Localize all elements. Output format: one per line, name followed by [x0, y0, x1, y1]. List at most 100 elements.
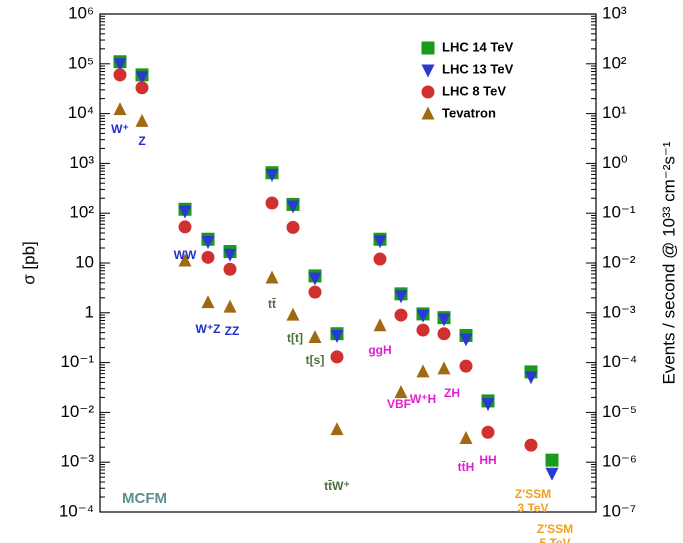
marker [223, 248, 237, 262]
marker [223, 262, 237, 276]
y-tick-label: 10⁻¹ [60, 352, 94, 371]
category-label: Z′SSM 3 TeV [515, 487, 551, 515]
y2-tick-label: 10¹ [602, 103, 627, 122]
category-label: W⁺ [111, 122, 129, 136]
marker [135, 71, 149, 85]
marker [437, 327, 451, 341]
y-tick-label: 1 [85, 302, 94, 321]
marker [308, 285, 322, 299]
category-label: tt̄W⁺ [324, 479, 350, 493]
marker [113, 102, 127, 116]
category-label: tt̄ [268, 297, 276, 311]
marker [178, 253, 192, 267]
category-label: ZZ [225, 324, 240, 338]
y-tick-label: 10⁻² [60, 402, 94, 421]
legend-label: LHC 8 TeV [442, 83, 506, 98]
marker [394, 385, 408, 399]
y2-tick-label: 10² [602, 53, 627, 72]
marker [330, 350, 344, 364]
category-label: VBF [387, 397, 411, 411]
category-label: WW [174, 248, 197, 262]
marker [459, 333, 473, 347]
annotation: MCFM [122, 490, 167, 507]
marker [394, 308, 408, 322]
marker [286, 307, 300, 321]
y-tick-label: 10⁶ [68, 3, 94, 22]
marker [421, 106, 435, 120]
legend-label: LHC 14 TeV [442, 39, 514, 54]
marker [524, 438, 538, 452]
y2-tick-label: 10⁻¹ [602, 203, 636, 222]
marker [421, 64, 435, 78]
marker [416, 309, 430, 323]
category-label: HH [479, 453, 496, 467]
marker [545, 453, 559, 467]
y-tick-label: 10⁵ [68, 53, 94, 72]
marker [308, 329, 322, 343]
y2-tick-label: 10⁻⁶ [602, 452, 637, 471]
marker [394, 290, 408, 304]
marker [416, 364, 430, 378]
marker [421, 41, 435, 55]
category-label: tt̄H [458, 460, 475, 474]
marker [330, 330, 344, 344]
y2-tick-label: 10⁻⁴ [602, 352, 637, 371]
marker [135, 81, 149, 95]
y2-axis-label: Events / second @ 10³³ cm⁻²s⁻¹ [659, 141, 678, 384]
y-tick-label: 10⁻⁴ [59, 501, 94, 520]
marker [437, 313, 451, 327]
marker [330, 422, 344, 436]
y-tick-label: 10⁴ [68, 103, 94, 122]
marker [416, 323, 430, 337]
y2-tick-label: 10⁰ [602, 153, 628, 172]
category-label: t[s] [306, 353, 325, 367]
marker [201, 236, 215, 250]
y2-tick-label: 10³ [602, 3, 627, 22]
y-tick-label: 10⁻³ [60, 452, 94, 471]
marker [265, 196, 279, 210]
marker [178, 220, 192, 234]
marker [286, 220, 300, 234]
category-label: ZH [444, 386, 460, 400]
marker [481, 398, 495, 412]
marker [135, 113, 149, 127]
category-label: Z [138, 134, 145, 148]
category-label: ggH [368, 343, 391, 357]
marker [421, 85, 435, 99]
marker [545, 467, 559, 481]
marker [524, 371, 538, 385]
y2-tick-label: 10⁻⁵ [602, 402, 637, 421]
marker [308, 272, 322, 286]
marker [265, 270, 279, 284]
y2-tick-label: 10⁻³ [602, 302, 636, 321]
y-tick-label: 10 [75, 252, 94, 271]
marker [223, 299, 237, 313]
marker [265, 168, 279, 182]
legend-label: Tevatron [442, 105, 496, 120]
marker [373, 235, 387, 249]
y-axis-label: σ [pb] [19, 241, 38, 285]
y2-tick-label: 10⁻⁷ [602, 501, 636, 520]
y-tick-label: 10² [69, 203, 94, 222]
marker [459, 359, 473, 373]
category-label: W⁺Z [196, 322, 221, 336]
y2-tick-label: 10⁻² [602, 252, 636, 271]
marker [373, 318, 387, 332]
y-tick-label: 10³ [69, 153, 94, 172]
marker [373, 252, 387, 266]
marker [459, 430, 473, 444]
marker [481, 425, 495, 439]
legend-label: LHC 13 TeV [442, 61, 514, 76]
category-label: t[t] [287, 331, 303, 345]
marker [201, 250, 215, 264]
category-label: Z′SSM5 TeV [537, 522, 573, 543]
marker [113, 68, 127, 82]
marker [286, 200, 300, 214]
marker [201, 295, 215, 309]
category-label: W⁺H [410, 392, 436, 406]
marker [437, 361, 451, 375]
plot-frame [99, 13, 597, 513]
marker [178, 205, 192, 219]
marker [113, 58, 127, 72]
